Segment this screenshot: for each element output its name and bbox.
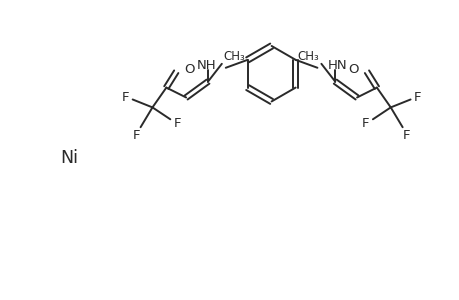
Text: CH₃: CH₃ xyxy=(224,50,245,63)
Text: O: O xyxy=(184,63,194,76)
Text: F: F xyxy=(133,129,140,142)
Text: F: F xyxy=(173,117,180,130)
Text: F: F xyxy=(122,91,129,104)
Text: Ni: Ni xyxy=(61,149,78,167)
Text: F: F xyxy=(361,117,369,130)
Text: F: F xyxy=(413,91,420,104)
Text: NH: NH xyxy=(196,59,215,72)
Text: F: F xyxy=(402,129,409,142)
Text: CH₃: CH₃ xyxy=(297,50,319,63)
Text: HN: HN xyxy=(327,59,346,72)
Text: O: O xyxy=(348,63,358,76)
